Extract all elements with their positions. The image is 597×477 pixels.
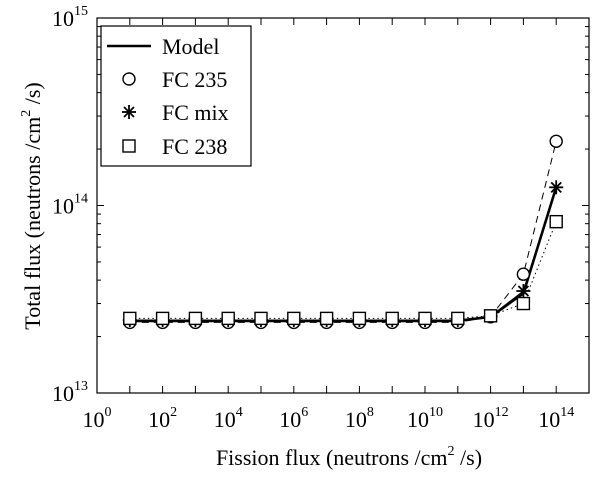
fc238-point: [483, 309, 498, 323]
legend-fc235-label: FC 235: [162, 67, 227, 92]
fc238-point: [155, 311, 170, 326]
legend-model-label: Model: [162, 34, 219, 59]
y-tick-label: 1014: [52, 192, 88, 219]
fc238-point: [352, 311, 367, 326]
fc238-point: [516, 296, 531, 311]
y-tick-label: 1015: [52, 4, 88, 31]
x-tick-label: 1010: [407, 405, 443, 432]
legend-fcmix-swatch: [122, 105, 136, 119]
chart-axes: 100 102 104 106 108 1010 1012 1014 1013 1014 1015: [52, 4, 590, 432]
x-axis-label: Fission flux (neutrons /cm2 /s): [216, 444, 482, 470]
fc238-point: [287, 311, 301, 326]
x-tick-label: 1014: [538, 405, 574, 432]
y-tick-label: 1013: [52, 379, 88, 406]
legend-fc235-swatch: [122, 72, 136, 86]
legend: Model FC 235 FC mix FC 238: [100, 25, 252, 167]
x-tick-label: 108: [345, 405, 374, 432]
x-tick-label: 100: [83, 405, 112, 432]
fc238-point: [188, 311, 203, 326]
fc235-point: [549, 134, 563, 148]
y-axis-label: Total flux (neutrons /cm2 /s): [19, 82, 45, 329]
x-tick-label: 106: [279, 405, 308, 432]
fc235-point: [516, 267, 531, 281]
chart-marks: [122, 134, 564, 330]
fc238-point: [549, 214, 563, 229]
fc238-point: [319, 311, 334, 326]
legend-fc238-swatch: [122, 139, 136, 153]
x-tick-label: 1012: [473, 405, 509, 432]
legend-fc238-label: FC 238: [162, 134, 227, 159]
fc238-point: [221, 311, 235, 326]
fc238-point: [254, 311, 268, 326]
fc238-point: [418, 311, 432, 326]
legend-fcmix-label: FC mix: [162, 100, 229, 125]
fc238-point: [123, 311, 137, 326]
x-tick-label: 104: [214, 405, 243, 432]
fc238-point: [385, 311, 399, 326]
fcmix-point: [516, 283, 531, 298]
fc238-point: [451, 311, 465, 326]
fcmix-point: [549, 180, 564, 195]
x-tick-label: 102: [148, 405, 177, 432]
